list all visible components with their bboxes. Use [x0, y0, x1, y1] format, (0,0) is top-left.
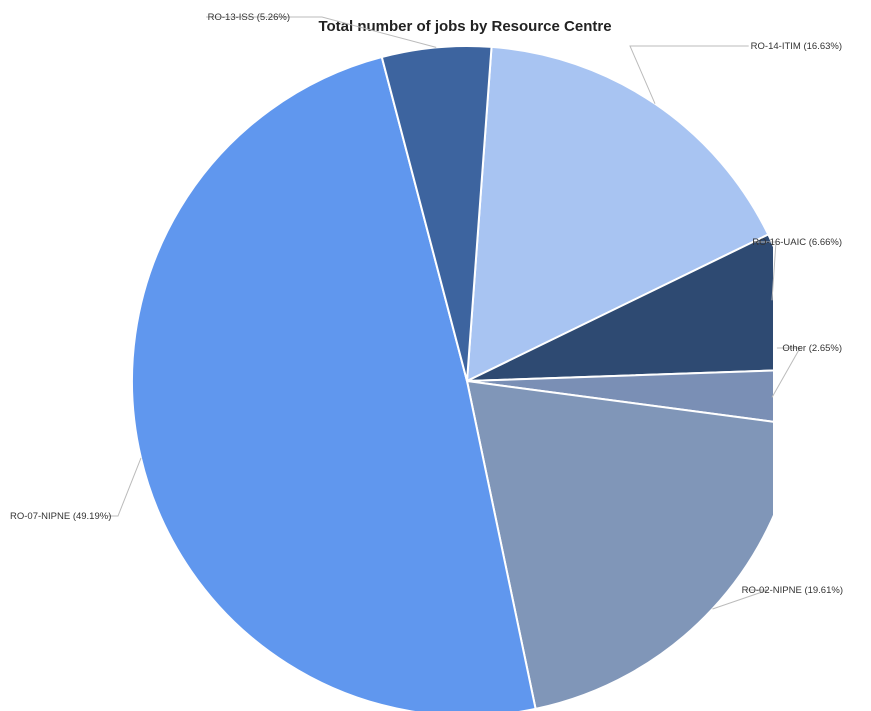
pie-slice-ro-16-uaic — [466, 233, 773, 382]
slice-label-ro-02-nipne: RO-02-NIPNE (19.61%) — [742, 585, 843, 596]
slice-label-ro-14-itim: RO-14-ITIM (16.63%) — [751, 41, 842, 52]
slice-label-ro-07-nipne: RO-07-NIPNE (49.19%) — [10, 511, 111, 522]
label-leader-lines — [108, 16, 801, 610]
pie-slice-ro-13-iss — [380, 45, 493, 382]
slice-labels: RO-14-ITIM (16.63%) RO-16-UAIC (6.66%) Oth… — [10, 12, 843, 596]
pie-slices — [130, 45, 773, 711]
pie-slice-ro-02-nipne — [465, 379, 773, 711]
slice-label-other: Other (2.65%) — [782, 343, 842, 354]
pie-slice-ro-14-itim — [465, 45, 770, 383]
chart-title: Total number of jobs by Resource Centre — [318, 18, 611, 35]
slice-label-ro-13-iss: RO-13-ISS (5.26%) — [208, 12, 290, 23]
leader-line-ro-16-uaic — [753, 241, 777, 301]
pie-slice-other — [466, 369, 773, 423]
leader-line-ro-07-nipne — [108, 457, 142, 517]
leader-line-ro-02-nipne — [712, 589, 769, 610]
leader-line-ro-14-itim — [629, 45, 749, 104]
leader-line-ro-13-iss — [206, 16, 437, 48]
slice-label-ro-16-uaic: RO-16-UAIC (6.66%) — [752, 237, 842, 248]
leader-line-other — [771, 347, 801, 398]
